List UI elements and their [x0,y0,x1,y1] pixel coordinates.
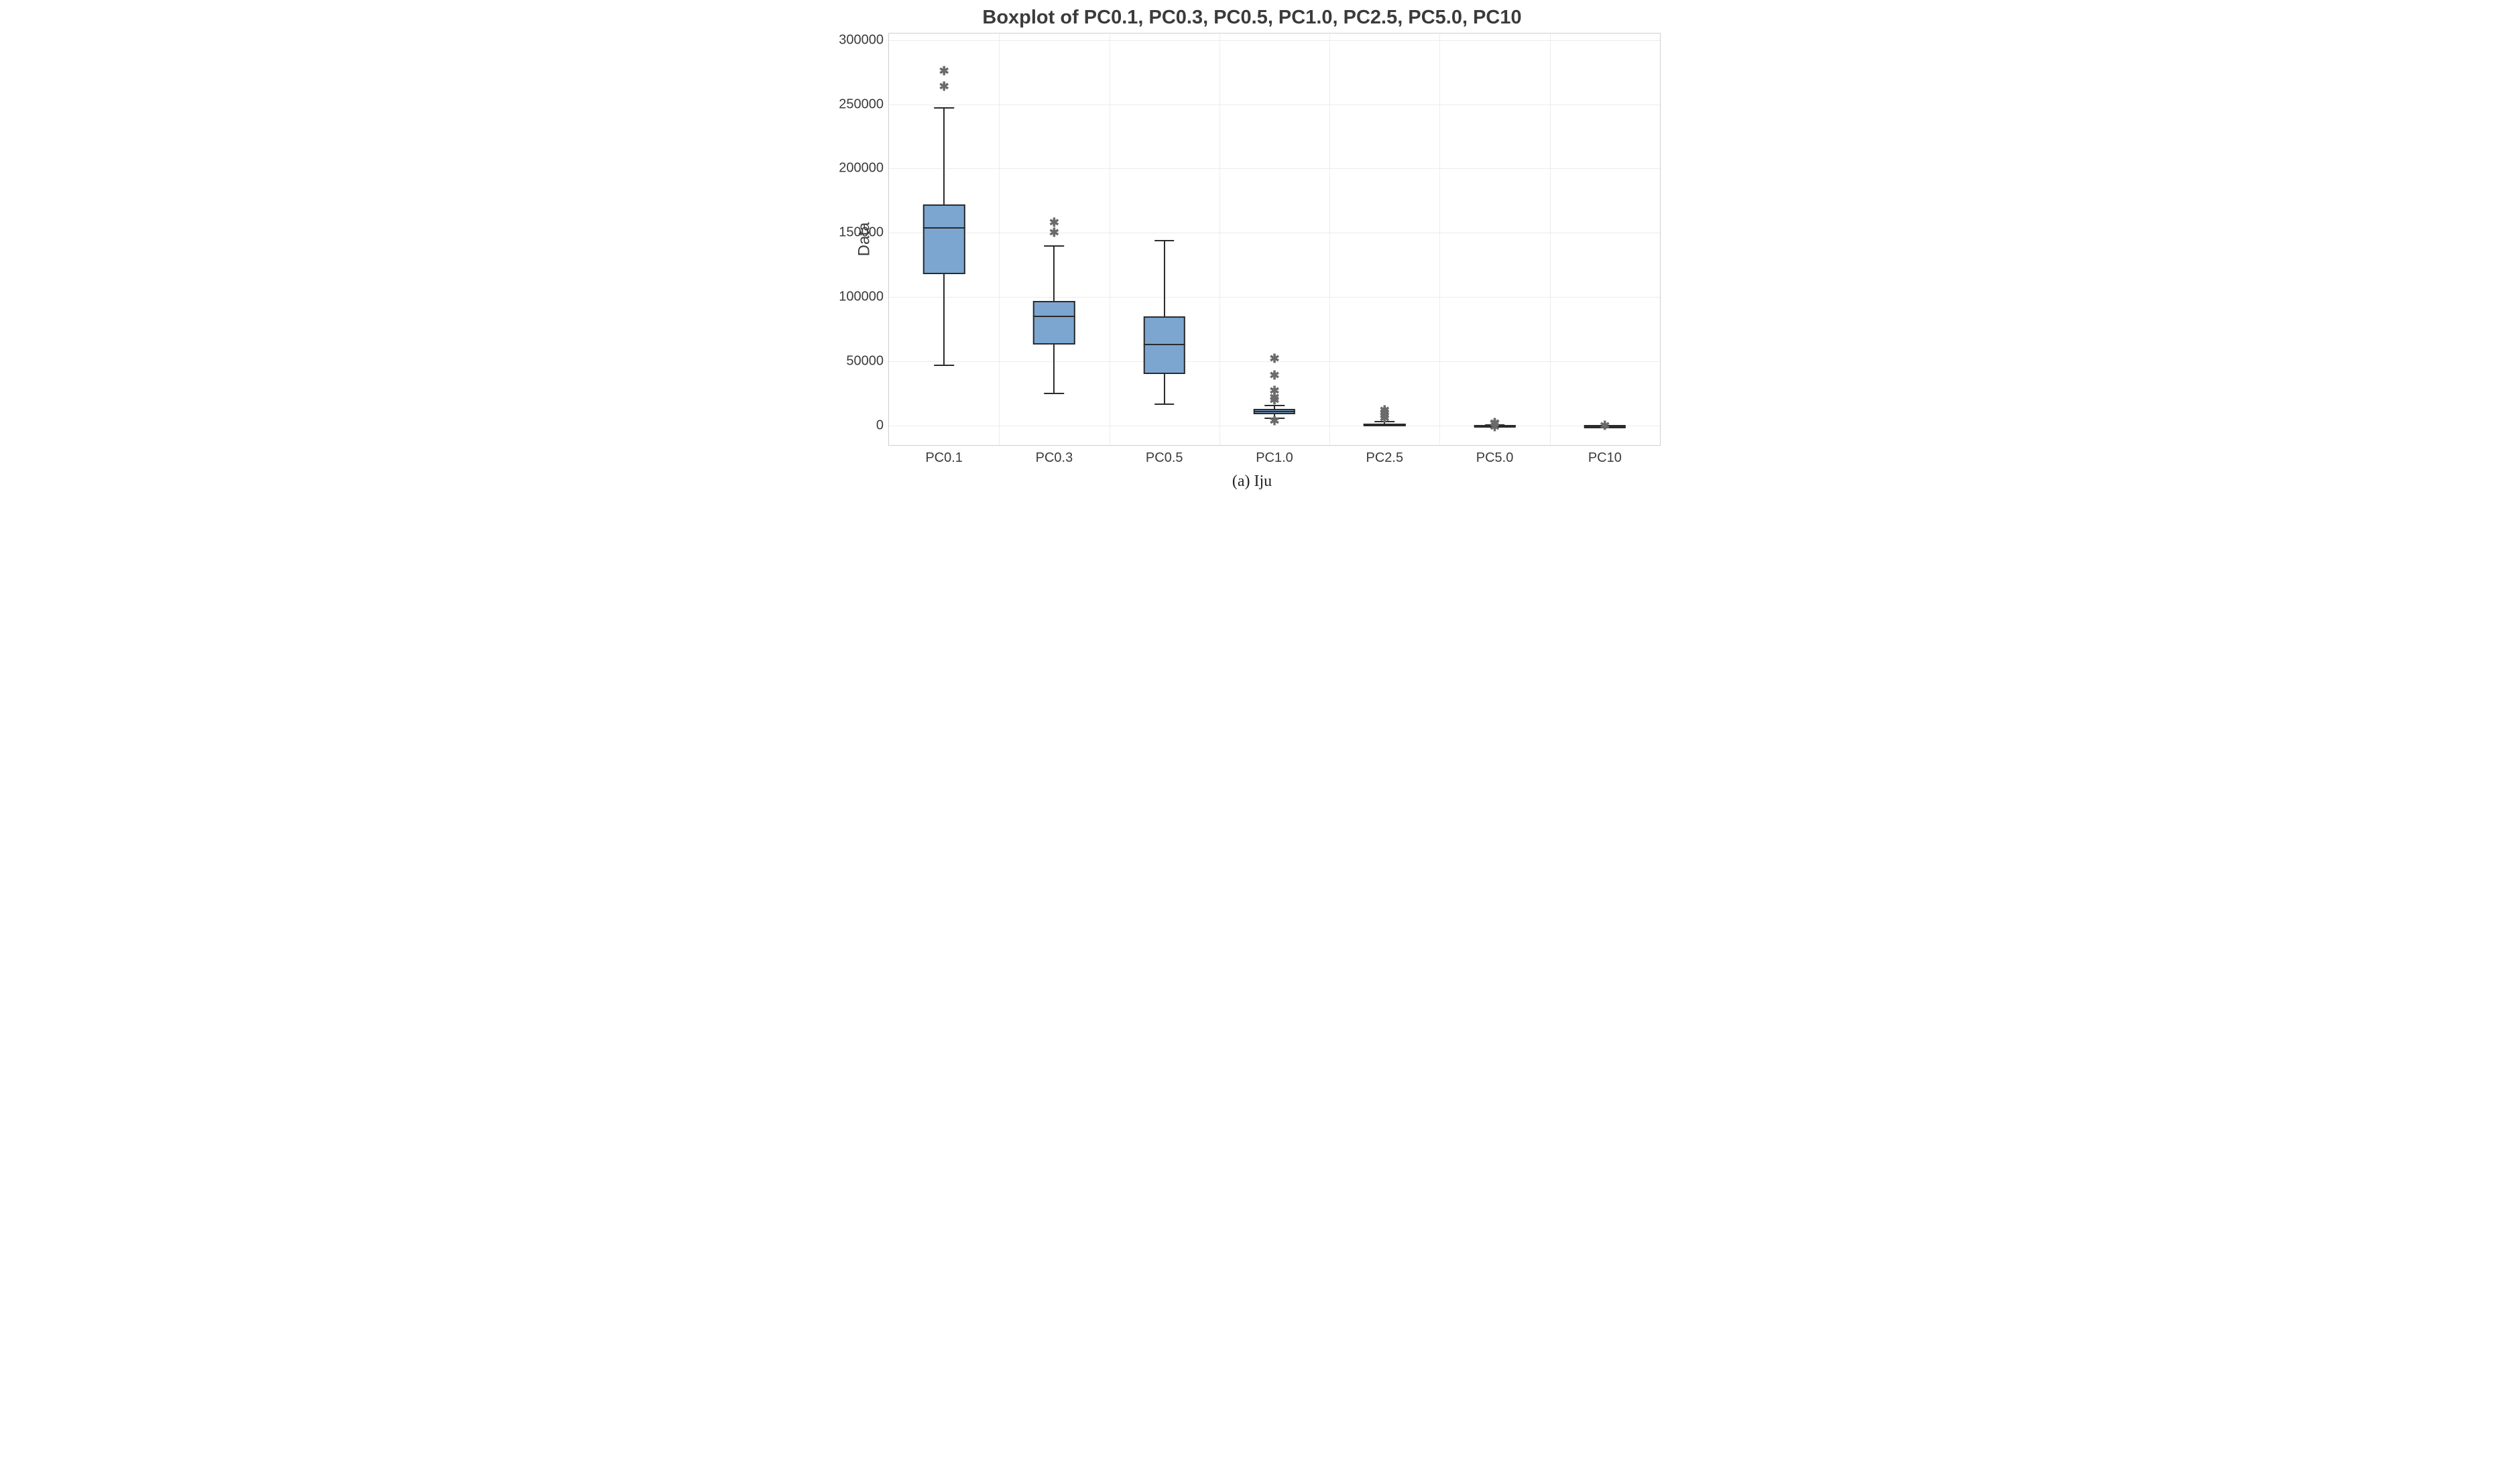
gridline-h [889,168,1660,169]
gridline-h [889,297,1660,298]
box [923,204,965,274]
whisker-cap [1045,393,1065,394]
median-line [1033,316,1075,317]
whisker-cap [1154,404,1175,405]
x-tick-label: PC0.3 [1036,450,1073,466]
outlier-marker: ✱ [1269,385,1279,397]
whisker-cap [934,107,954,109]
gridline-v [999,34,1000,445]
whisker-cap [934,365,954,366]
outlier-marker: ✱ [1269,353,1279,365]
x-tick-label: PC0.1 [925,450,963,466]
x-tick-label: PC2.5 [1366,450,1403,466]
chart-title: Boxplot of PC0.1, PC0.3, PC0.5, PC1.0, P… [835,7,1669,29]
outlier-marker: ✱ [1380,404,1390,416]
gridline-v [1329,34,1330,445]
median-line [1364,424,1405,425]
y-tick-label: 200000 [839,161,884,176]
plot-area: Data 05000010000015000020000025000030000… [888,33,1661,446]
gridline-v [1439,34,1440,445]
outlier-marker: ✱ [939,65,949,77]
median-line [1584,425,1626,426]
figure-caption: (a) Iju [835,473,1669,491]
median-line [1474,425,1515,426]
x-tick-label: PC5.0 [1476,450,1514,466]
y-tick-label: 100000 [839,290,884,305]
gridline-v [1550,34,1551,445]
whisker-cap [1264,405,1285,406]
y-tick-label: 150000 [839,225,884,241]
y-tick-label: 0 [876,418,884,434]
whisker-cap [1375,421,1395,422]
y-tick-label: 250000 [839,97,884,112]
outlier-marker: ✱ [939,80,949,92]
x-tick-label: PC0.5 [1146,450,1183,466]
y-tick-label: 300000 [839,32,884,48]
x-tick-label: PC10 [1588,450,1622,466]
outlier-marker: ✱ [1380,410,1390,422]
median-line [1143,344,1185,345]
chart-container: Boxplot of PC0.1, PC0.3, PC0.5, PC1.0, P… [835,0,1669,497]
x-tick-label: PC1.0 [1256,450,1293,466]
outlier-marker: ✱ [1269,369,1279,381]
outlier-marker: ✱ [1049,217,1059,229]
outlier-marker: ✱ [1380,407,1390,419]
whisker-cap [1264,418,1285,419]
box [1033,301,1075,345]
y-tick-label: 50000 [846,354,884,369]
outlier-marker: ✱ [1269,391,1279,404]
whisker-cap [1045,245,1065,247]
median-line [1254,411,1295,412]
whisker-cap [1154,240,1175,241]
median-line [923,227,965,229]
gridline-v [1219,34,1220,445]
gridline-h [889,40,1660,41]
gridline-h [889,361,1660,362]
